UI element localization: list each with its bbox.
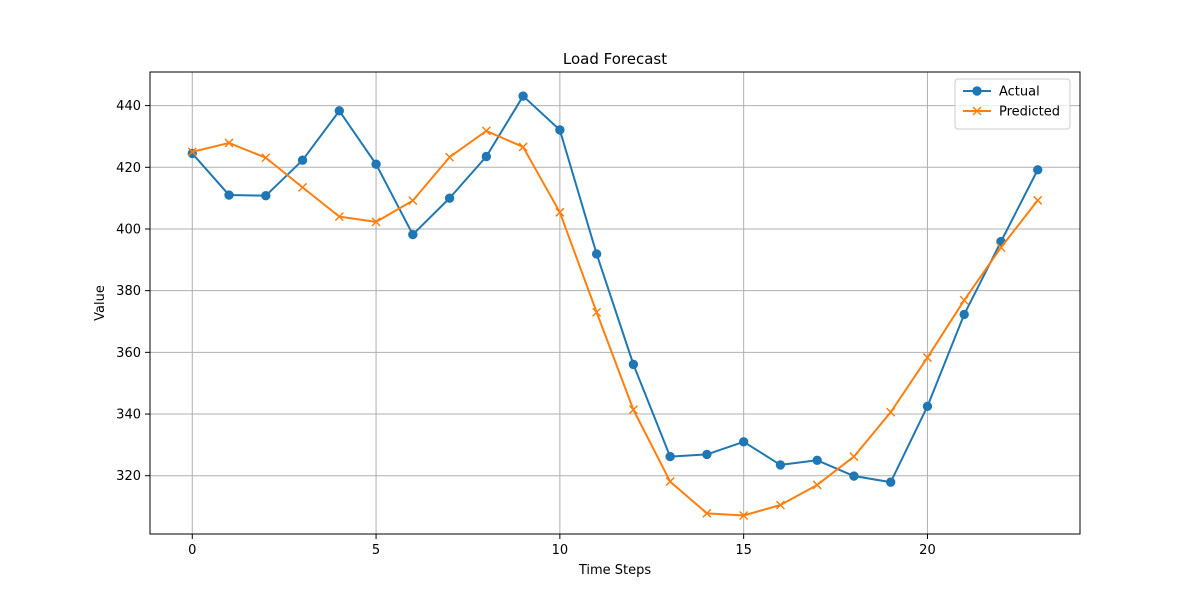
predicted-point [334,212,344,222]
actual-point [334,106,345,116]
actual-point [224,190,234,200]
y-tick-label: 340 [116,408,141,423]
y-tick-label: 420 [116,161,141,176]
series-predicted [187,126,1043,521]
actual-point [518,91,528,101]
actual-point [628,359,639,370]
y-tick-label: 440 [116,99,141,114]
legend: Actual Predicted [954,78,1071,130]
predicted-point [996,242,1006,253]
legend-item-actual: Actual [963,85,1040,100]
predicted-point [959,295,969,305]
actual-point [444,193,455,203]
predicted-point [371,217,381,227]
chart-title: Load Forecast [563,50,667,68]
predicted-point [702,508,712,518]
y-tick-label: 400 [116,222,141,237]
predicted-point [739,510,749,521]
predicted-point [592,307,602,317]
actual-point [959,309,969,320]
predicted-point [298,182,308,192]
legend-label-predicted: Predicted [999,105,1060,120]
y-tick-label: 360 [116,346,141,361]
predicted-point [665,477,675,487]
actual-point [481,151,492,162]
predicted-point [555,207,565,217]
x-tick-label: 5 [372,543,380,558]
predicted-point [224,138,234,148]
series-actual [187,91,1043,487]
legend-label-actual: Actual [999,85,1040,100]
grid-lines [150,72,1080,534]
actual-point [885,477,896,487]
predicted-point [518,142,528,152]
legend-marker-actual [972,86,982,96]
axis-ticks: 0 5 10 15 20 320 340 360 380 400 420 440 [116,99,936,558]
y-tick-label: 320 [116,469,141,484]
actual-point [775,460,786,470]
predicted-point [812,480,822,490]
predicted-point [261,153,271,163]
predicted-point [445,152,455,162]
plot-area-frame [149,71,1081,535]
actual-point [665,451,675,462]
actual-point [812,455,822,465]
actual-point [408,229,418,240]
predicted-line [192,129,1039,517]
predicted-point [775,500,785,510]
series-lines [187,91,1043,521]
actual-point [371,159,381,169]
predicted-point [886,407,896,417]
x-axis-label: Time Steps [578,563,652,578]
y-tick-label: 380 [116,284,141,299]
y-axis-label: Value [93,285,108,321]
legend-item-predicted: Predicted [963,105,1060,120]
actual-line [191,95,1039,484]
actual-point [261,190,271,201]
actual-point [1033,165,1043,175]
actual-point [297,155,308,165]
predicted-point [628,405,638,415]
predicted-point [408,196,418,206]
predicted-point [1033,195,1043,205]
predicted-point [849,452,859,462]
actual-point [738,437,749,447]
predicted-point [481,126,491,136]
actual-point [591,249,602,259]
x-tick-label: 0 [188,543,196,558]
legend-marker-predicted [972,106,982,116]
actual-point [922,401,933,412]
x-tick-label: 20 [919,543,936,558]
predicted-point [187,147,197,157]
x-tick-label: 10 [552,543,569,558]
actual-point [555,125,565,135]
actual-point [849,471,859,481]
x-tick-label: 15 [735,543,752,558]
predicted-point [922,353,932,363]
actual-point [702,449,712,460]
